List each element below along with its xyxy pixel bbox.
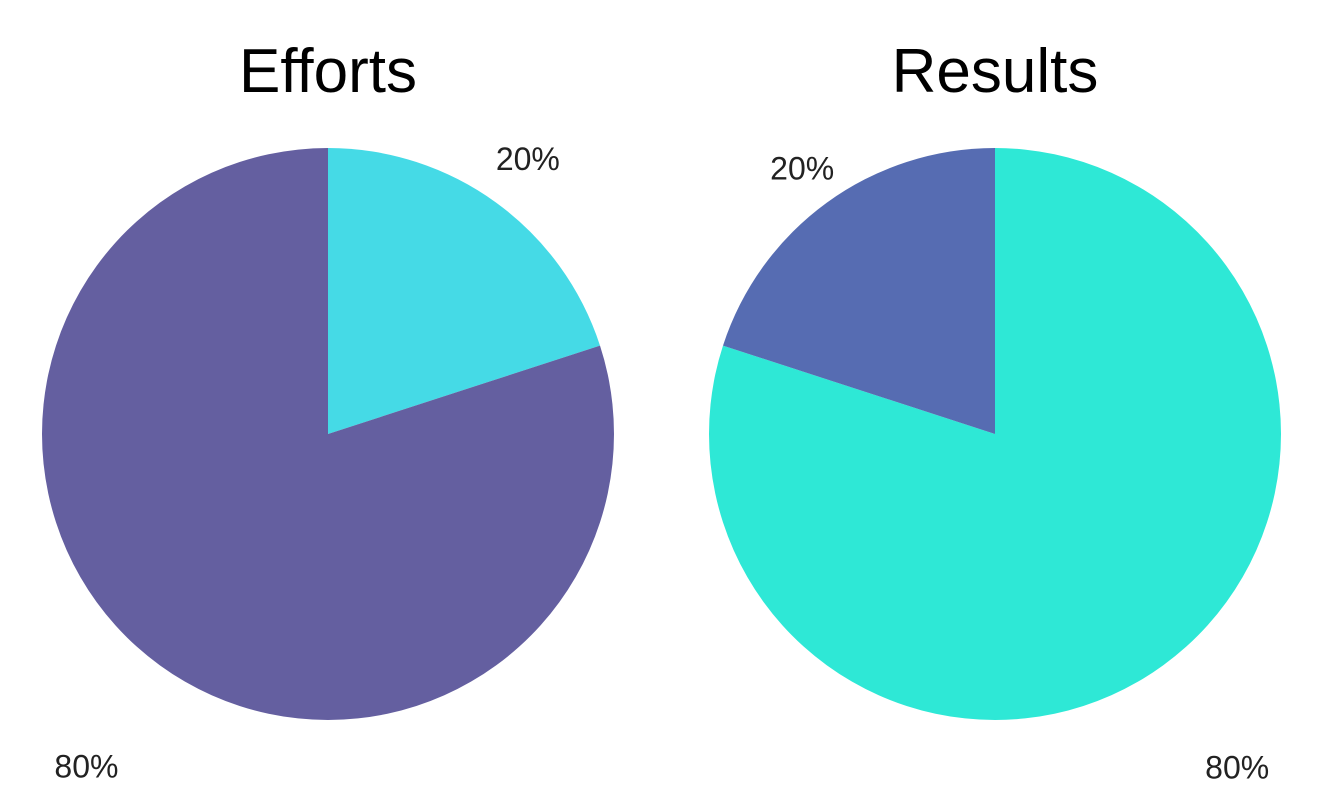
efforts-pie-chart: Efforts 20% 80%: [41, 37, 615, 785]
slice-label-80-percent: 80%: [1205, 749, 1269, 785]
pie-slice-20-percent: [722, 148, 995, 434]
results-chart-title: Results: [892, 37, 1099, 106]
efforts-chart-title: Efforts: [239, 37, 417, 106]
pie-slice-80-percent: [41, 148, 615, 720]
pie-slice-20-percent: [328, 148, 601, 434]
slice-label-20-percent: 20%: [496, 141, 560, 177]
slice-label-20-percent: 20%: [770, 151, 834, 187]
results-pie-chart: Results 80% 20%: [709, 37, 1281, 785]
slice-label-80-percent: 80%: [54, 749, 118, 785]
